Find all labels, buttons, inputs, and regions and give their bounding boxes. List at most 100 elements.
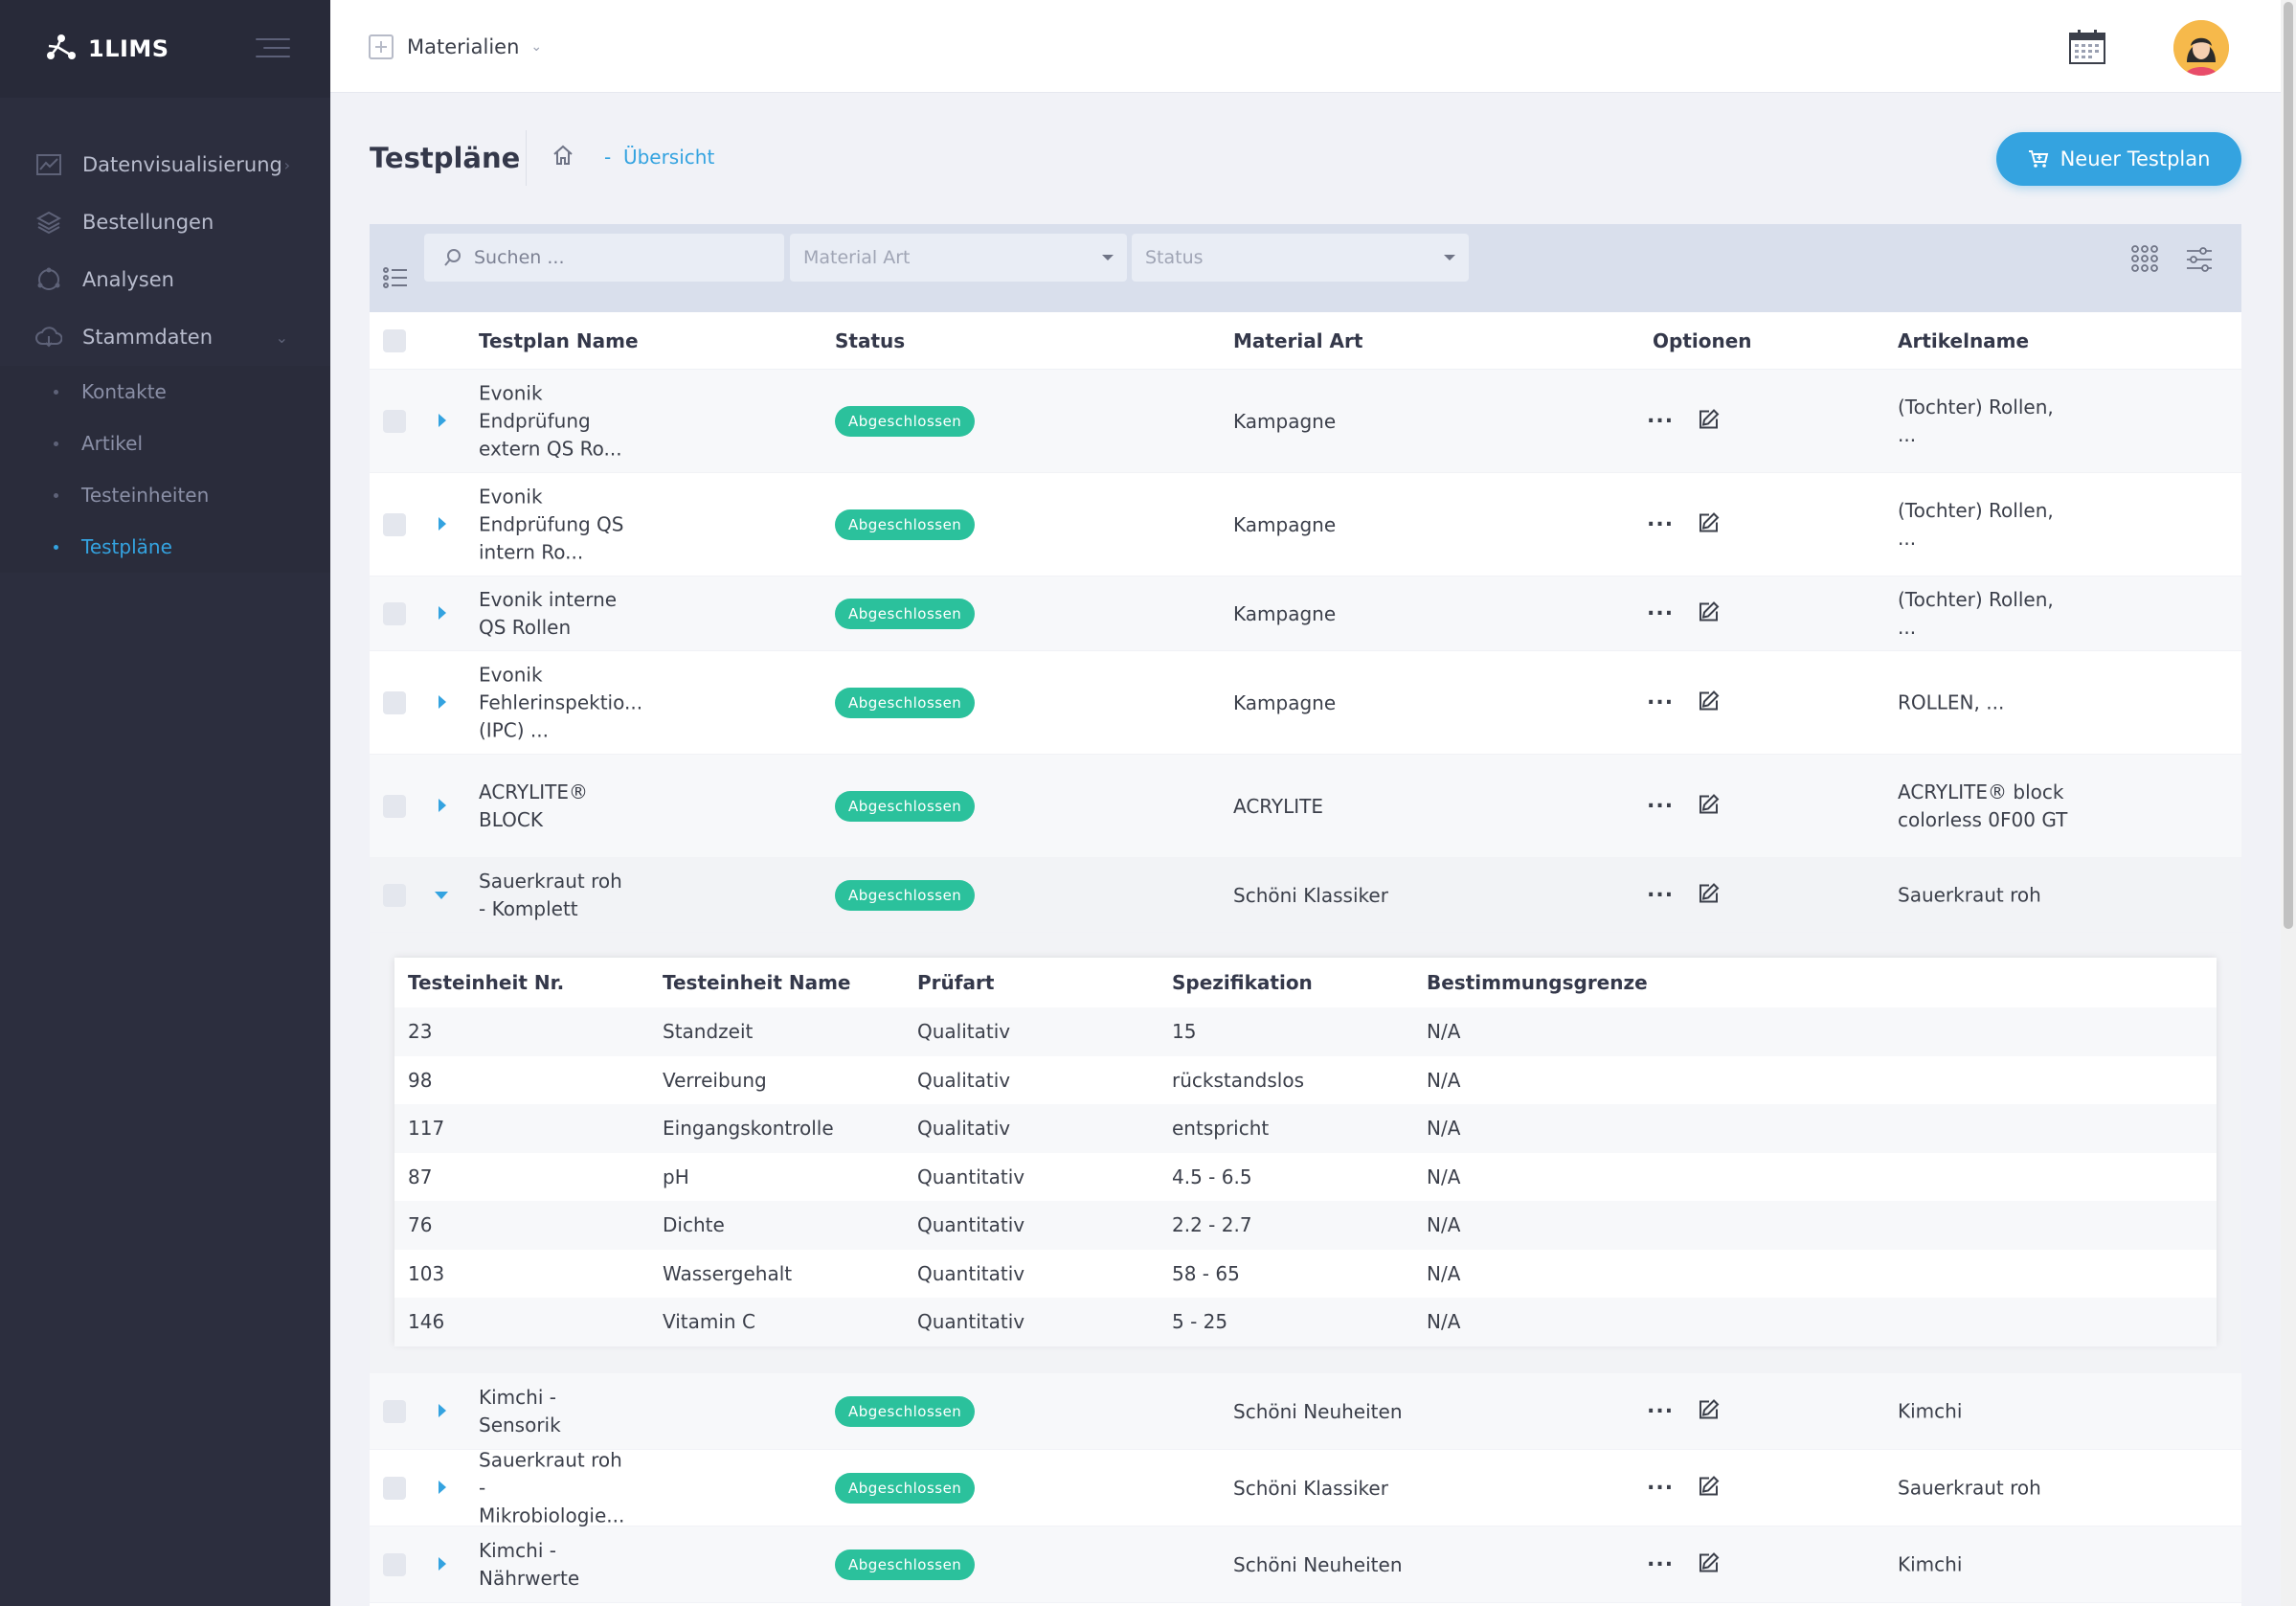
edit-icon[interactable] bbox=[1699, 882, 1720, 908]
more-options-icon[interactable]: ··· bbox=[1647, 690, 1675, 714]
table-row[interactable]: Evonik Endprüfung extern QS Ro... Abgesch… bbox=[370, 370, 2241, 473]
table-row[interactable]: ACRYLITE® BLOCK Abgeschlossen ACRYLITE ··· A… bbox=[370, 755, 2241, 858]
sidebar-item-datenvisualisierung[interactable]: Datenvisualisierung › bbox=[0, 136, 330, 193]
table-row[interactable]: Evonik Endprüfung QS intern Ro... Abgesch… bbox=[370, 473, 2241, 577]
edit-icon[interactable] bbox=[1699, 408, 1720, 434]
testplan-name: Evonik Fehlerinspektio... (IPC) ... bbox=[479, 663, 643, 741]
table-row[interactable]: Kimchi - Nährwerte Abgeschlossen Schöni Ne… bbox=[370, 1527, 2241, 1603]
sidebar-subitem-testplaene[interactable]: Testpläne bbox=[0, 521, 330, 573]
more-options-icon[interactable]: ··· bbox=[1647, 409, 1675, 433]
sidebar-nav: Datenvisualisierung › Bestellungen Analy… bbox=[0, 98, 330, 573]
home-icon[interactable] bbox=[551, 144, 576, 169]
more-options-icon[interactable]: ··· bbox=[1647, 794, 1675, 818]
edit-icon[interactable] bbox=[1699, 1398, 1720, 1424]
options-cell: ··· bbox=[1647, 1551, 1720, 1577]
article-name: Sauerkraut roh bbox=[1898, 883, 2041, 906]
subtable-row: 87 pH Quantitativ 4.5 - 6.5 N/A bbox=[394, 1153, 2217, 1202]
more-options-icon[interactable]: ··· bbox=[1647, 601, 1675, 625]
status-cell: Abgeschlossen bbox=[835, 879, 976, 911]
column-header-material[interactable]: Material Art bbox=[1233, 328, 1363, 352]
page-header: Testpläne - Übersicht Neuer Testplan bbox=[370, 130, 2241, 188]
divider bbox=[526, 130, 527, 186]
list-icon[interactable] bbox=[383, 266, 408, 293]
more-options-icon[interactable]: ··· bbox=[1647, 512, 1675, 536]
row-checkbox[interactable] bbox=[383, 409, 406, 433]
testplan-name: Kimchi -Sensorik bbox=[479, 1385, 561, 1436]
collapse-caret-icon[interactable] bbox=[435, 891, 448, 899]
table-row[interactable]: Sauerkraut roh - Mikrobiologie... Abgesch… bbox=[370, 1448, 2241, 1527]
expand-caret-icon[interactable] bbox=[439, 1480, 446, 1494]
calendar-icon[interactable] bbox=[2068, 29, 2106, 65]
brand[interactable]: 1LIMS bbox=[0, 0, 330, 98]
options-cell: ··· bbox=[1647, 882, 1720, 908]
pruefart: Qualitativ bbox=[917, 1068, 1011, 1092]
sidebar-subitem-label: Kontakte bbox=[81, 380, 167, 403]
grid-view-icon[interactable] bbox=[2131, 245, 2158, 276]
more-options-icon[interactable]: ··· bbox=[1647, 1399, 1675, 1423]
row-checkbox[interactable] bbox=[383, 1552, 406, 1576]
column-header-status[interactable]: Status bbox=[835, 328, 906, 352]
row-checkbox[interactable] bbox=[383, 690, 406, 714]
subtable-row: 76 Dichte Quantitativ 2.2 - 2.7 N/A bbox=[394, 1201, 2217, 1250]
row-checkbox[interactable] bbox=[383, 601, 406, 625]
expand-caret-icon[interactable] bbox=[439, 605, 446, 620]
expand-caret-icon[interactable] bbox=[439, 516, 446, 531]
search-input[interactable]: Suchen ... bbox=[424, 234, 784, 282]
column-header-article[interactable]: Artikelname bbox=[1898, 328, 2030, 352]
scrollbar[interactable] bbox=[2281, 0, 2296, 1606]
table-row[interactable]: Evonik Fehlerinspektio... (IPC) ... Abges… bbox=[370, 651, 2241, 755]
filter-settings-icon[interactable] bbox=[2186, 247, 2213, 276]
scrollbar-thumb[interactable] bbox=[2284, 2, 2293, 929]
edit-icon[interactable] bbox=[1699, 1475, 1720, 1501]
sidebar-subitem-testeinheiten[interactable]: Testeinheiten bbox=[0, 469, 330, 521]
status-badge: Abgeschlossen bbox=[835, 405, 976, 437]
subtable-header-name: Testeinheit Name bbox=[663, 971, 851, 994]
more-options-icon[interactable]: ··· bbox=[1647, 1476, 1675, 1500]
expand-caret-icon[interactable] bbox=[439, 413, 446, 427]
testeinheit-nr: 117 bbox=[408, 1117, 445, 1141]
row-checkbox[interactable] bbox=[383, 1399, 406, 1423]
module-selector[interactable]: Materialien ⌄ bbox=[369, 34, 542, 59]
testplan-name: Evonik Endprüfung extern QS Ro... bbox=[479, 381, 622, 460]
sidebar-subitem-kontakte[interactable]: Kontakte bbox=[0, 366, 330, 418]
testeinheit-name: Wassergehalt bbox=[663, 1261, 793, 1285]
edit-icon[interactable] bbox=[1699, 690, 1720, 715]
status-cell: Abgeschlossen bbox=[835, 509, 976, 540]
user-avatar[interactable] bbox=[2173, 20, 2229, 76]
menu-toggle-icon[interactable] bbox=[256, 38, 290, 64]
circle-icon bbox=[34, 265, 63, 294]
status-badge: Abgeschlossen bbox=[835, 790, 976, 822]
sidebar-item-stammdaten[interactable]: Stammdaten ⌄ bbox=[0, 308, 330, 366]
edit-icon[interactable] bbox=[1699, 600, 1720, 626]
sidebar-item-analysen[interactable]: Analysen bbox=[0, 251, 330, 308]
row-checkbox[interactable] bbox=[383, 512, 406, 536]
chevron-right-icon: › bbox=[283, 155, 290, 174]
table-row[interactable]: Kimchi -Sensorik Abgeschlossen Schöni Neuh… bbox=[370, 1373, 2241, 1450]
sidebar-subitem-label: Artikel bbox=[81, 432, 144, 455]
edit-icon[interactable] bbox=[1699, 511, 1720, 537]
table-row[interactable]: Evonik interne QS Rollen Abgeschlossen Kam… bbox=[370, 577, 2241, 651]
sidebar-subitem-artikel[interactable]: Artikel bbox=[0, 418, 330, 469]
caret-down-icon bbox=[1444, 255, 1455, 260]
sidebar-item-bestellungen[interactable]: Bestellungen bbox=[0, 193, 330, 251]
more-options-icon[interactable]: ··· bbox=[1647, 883, 1675, 907]
testeinheit-name: Dichte bbox=[663, 1213, 725, 1237]
more-options-icon[interactable]: ··· bbox=[1647, 1552, 1675, 1576]
edit-icon[interactable] bbox=[1699, 1551, 1720, 1577]
expand-caret-icon[interactable] bbox=[439, 798, 446, 812]
breadcrumb[interactable]: - Übersicht bbox=[604, 146, 714, 169]
edit-icon[interactable] bbox=[1699, 793, 1720, 819]
sidebar-item-label: Datenvisualisierung bbox=[82, 153, 282, 176]
material-art-select[interactable]: Material Art bbox=[790, 234, 1127, 282]
status-select[interactable]: Status bbox=[1132, 234, 1469, 282]
new-testplan-button[interactable]: Neuer Testplan bbox=[1996, 132, 2241, 186]
expand-caret-icon[interactable] bbox=[439, 1556, 446, 1571]
row-checkbox[interactable] bbox=[383, 883, 406, 907]
row-checkbox[interactable] bbox=[383, 794, 406, 818]
select-all-checkbox[interactable] bbox=[383, 328, 406, 352]
column-header-name[interactable]: Testplan Name bbox=[479, 328, 639, 352]
table-row[interactable]: Sauerkraut roh - Komplett Abgeschlossen Sc… bbox=[370, 858, 2241, 933]
row-checkbox[interactable] bbox=[383, 1476, 406, 1500]
expand-caret-icon[interactable] bbox=[439, 1403, 446, 1417]
expand-caret-icon[interactable] bbox=[439, 694, 446, 709]
